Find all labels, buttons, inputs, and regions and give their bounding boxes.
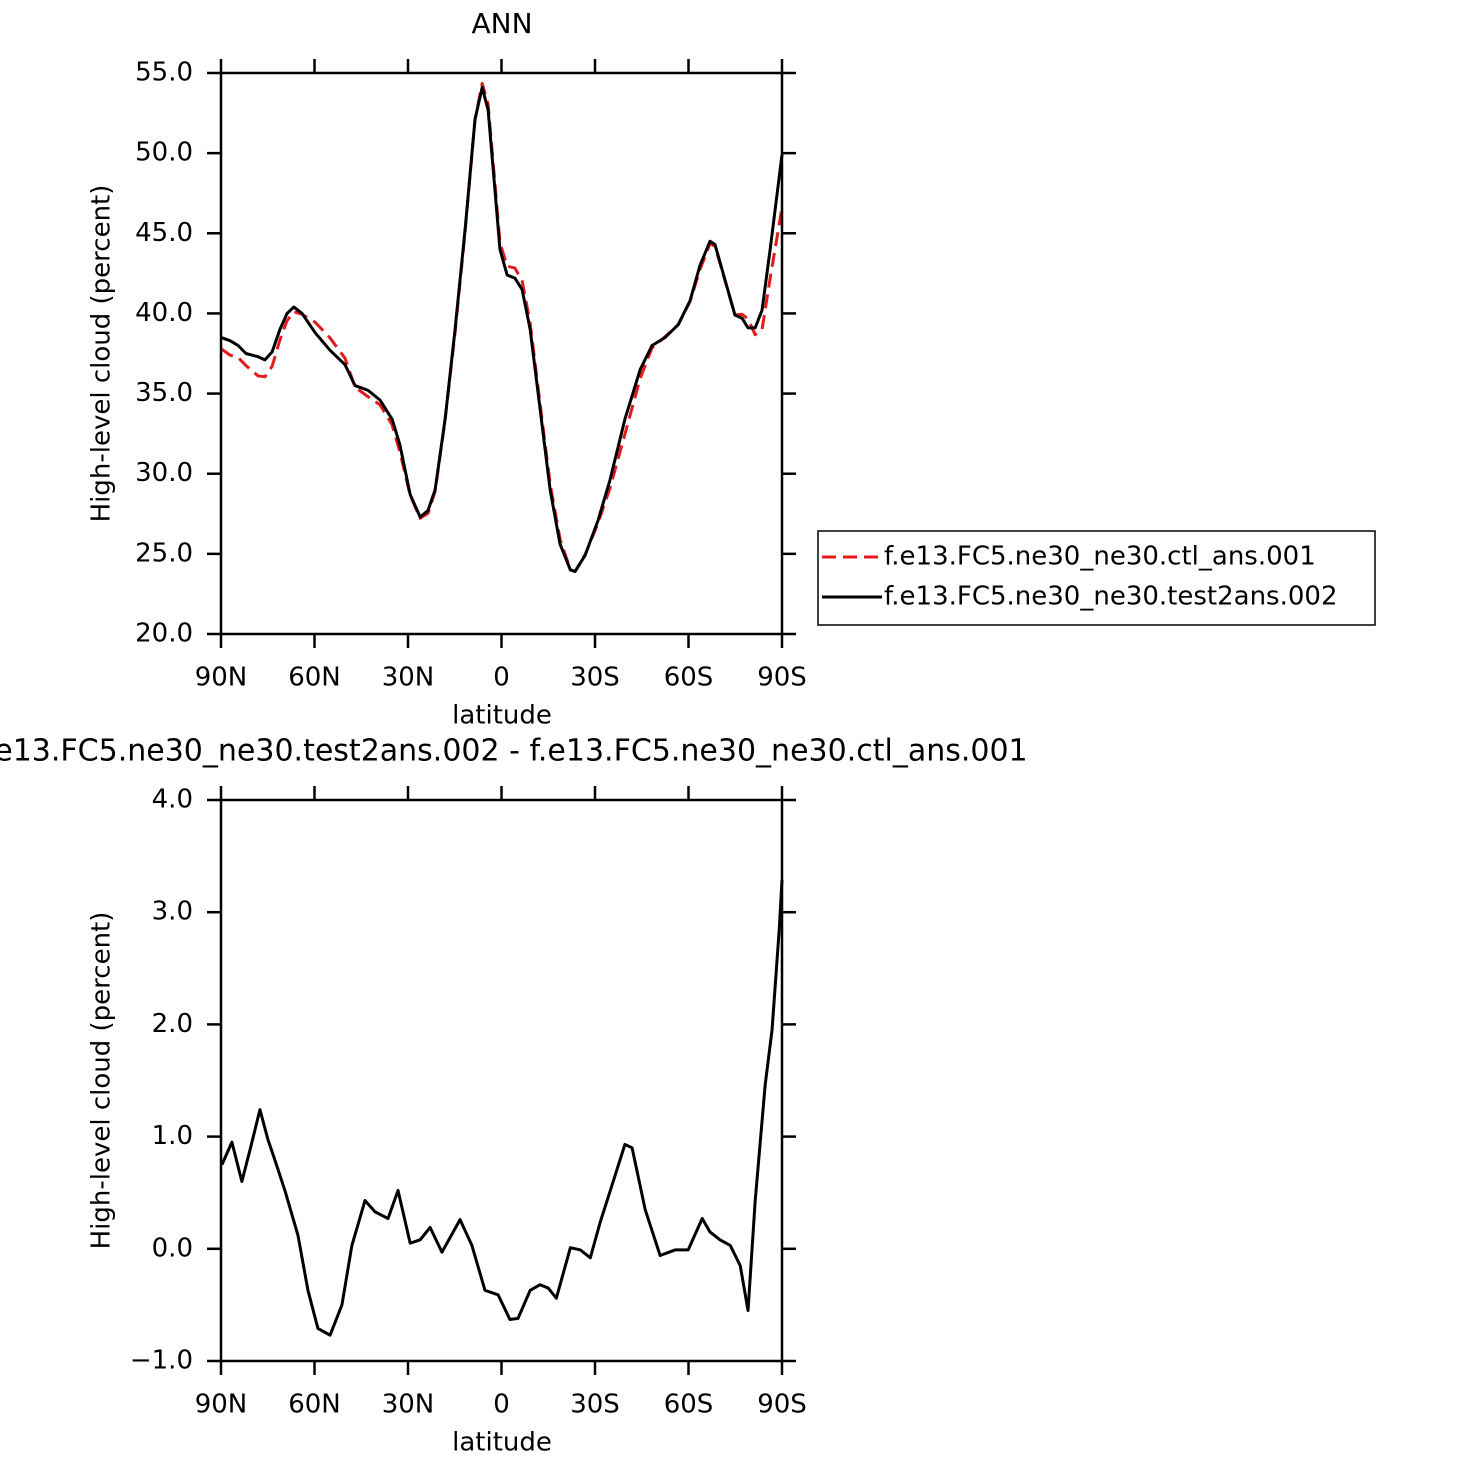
chart-title: ANN	[471, 7, 532, 40]
legend-label: f.e13.FC5.ne30_ne30.test2ans.002	[884, 582, 1338, 612]
plot-frame	[219, 71, 784, 636]
y-tick-label: 25.0	[135, 538, 193, 568]
plot-frame	[219, 798, 784, 1363]
y-tick-label: 35.0	[135, 378, 193, 408]
legend-box	[817, 530, 1376, 626]
x-tick-label: 60N	[288, 663, 341, 693]
y-axis-label: High-level cloud (percent)	[87, 185, 117, 523]
x-tick-label: 0	[493, 1390, 510, 1420]
x-tick-label: 0	[493, 663, 510, 693]
x-tick-label: 60S	[664, 1390, 714, 1420]
chart-title: f.e13.FC5.ne30_ne30.test2ans.002 - f.e13…	[0, 734, 1028, 769]
y-tick-label: 20.0	[135, 619, 193, 649]
y-tick-label: 40.0	[135, 298, 193, 328]
x-tick-label: 60S	[664, 663, 714, 693]
x-tick-label: 90N	[195, 1390, 248, 1420]
x-axis-label: latitude	[452, 1428, 552, 1458]
y-tick-label: 30.0	[135, 458, 193, 488]
data-line	[220, 85, 784, 573]
data-line	[220, 879, 784, 1337]
y-tick-label: 50.0	[135, 138, 193, 168]
legend-label: f.e13.FC5.ne30_ne30.ctl_ans.001	[884, 542, 1316, 572]
y-tick-label: 1.0	[152, 1121, 193, 1151]
x-tick-label: 30S	[570, 1390, 620, 1420]
y-tick-label: 4.0	[152, 785, 193, 815]
x-tick-label: 30N	[382, 1390, 435, 1420]
x-tick-label: 30N	[382, 663, 435, 693]
y-tick-label: 45.0	[135, 218, 193, 248]
x-tick-label: 30S	[570, 663, 620, 693]
y-tick-label: 3.0	[152, 897, 193, 927]
x-tick-label: 90S	[757, 1390, 807, 1420]
x-tick-label: 90S	[757, 663, 807, 693]
y-tick-label: 55.0	[135, 58, 193, 88]
y-tick-label: −1.0	[130, 1346, 193, 1376]
x-tick-label: 60N	[288, 1390, 341, 1420]
data-line	[220, 81, 784, 573]
y-tick-label: 2.0	[152, 1009, 193, 1039]
x-axis-label: latitude	[452, 701, 552, 731]
x-tick-label: 90N	[195, 663, 248, 693]
y-axis-label: High-level cloud (percent)	[87, 912, 117, 1250]
y-tick-label: 0.0	[152, 1233, 193, 1263]
